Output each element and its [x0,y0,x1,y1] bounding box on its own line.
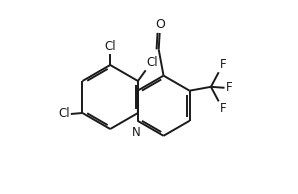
Text: F: F [220,102,226,115]
Text: Cl: Cl [104,40,116,53]
Text: O: O [156,18,166,31]
Text: Cl: Cl [147,56,158,69]
Text: F: F [220,58,226,71]
Text: F: F [226,81,233,94]
Text: Cl: Cl [58,107,70,120]
Text: N: N [132,126,141,139]
